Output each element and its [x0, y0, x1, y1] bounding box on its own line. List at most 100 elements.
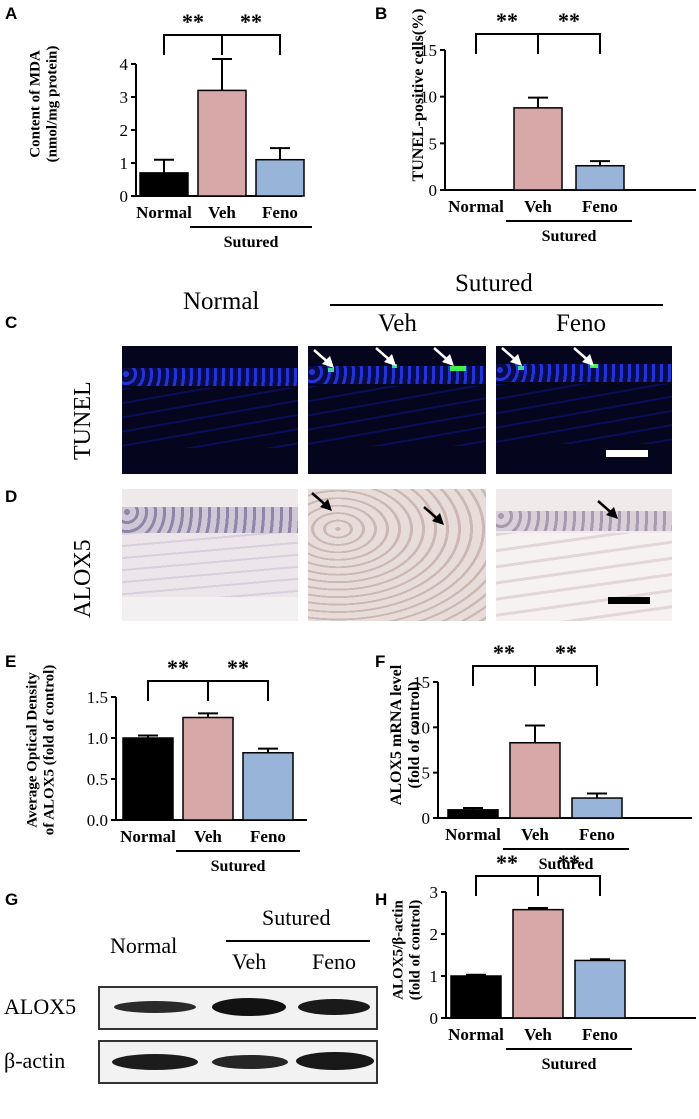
x-tick-label: Normal: [120, 827, 176, 846]
panel-letter-a: A: [5, 4, 18, 23]
y-tick-label: 0.0: [87, 811, 108, 830]
panel-letter-e: E: [5, 652, 17, 671]
significance-bracket: [472, 665, 536, 686]
arrow-icon: [501, 347, 522, 366]
group-label: Sutured: [224, 234, 279, 251]
scale-bar: [608, 597, 650, 604]
image-header-veh: Veh: [378, 310, 417, 337]
arrow-icon: [311, 492, 332, 511]
panel-letter-h: H: [375, 890, 388, 909]
x-tick-label: Veh: [194, 827, 222, 846]
significance-bracket: [163, 34, 223, 56]
arrow-icon: [423, 506, 444, 525]
blot-band: [212, 1055, 288, 1069]
y-tick-label: 10: [413, 718, 430, 737]
y-axis-label: (fold of control): [406, 681, 423, 788]
bar-feno: [242, 752, 294, 821]
blot-band: [212, 998, 286, 1016]
x-tick-label: Veh: [524, 197, 552, 216]
significance-marker: **: [493, 640, 515, 665]
blot-actin: [98, 1040, 378, 1084]
panel-letter-g: G: [5, 890, 19, 909]
group-label: Sutured: [542, 228, 597, 245]
bar-feno: [575, 164, 625, 191]
y-tick-label: 10: [420, 88, 437, 107]
y-axis-label: of ALOX5 (fold of control): [42, 665, 58, 836]
row-label-tunel: TUNEL: [70, 381, 96, 460]
x-tick-label: Normal: [448, 1025, 504, 1044]
ihc-image-veh: [308, 489, 486, 621]
blot-header-normal: Normal: [110, 933, 178, 958]
significance-marker: **: [558, 8, 580, 33]
bar-veh: [197, 89, 247, 197]
blot-header-sutured-line: [226, 940, 370, 942]
group-label: Sutured: [211, 858, 266, 875]
significance-marker: **: [555, 640, 577, 665]
significance-bracket: [537, 875, 601, 896]
blot-band: [298, 999, 370, 1015]
significance-marker: **: [182, 9, 204, 34]
y-axis-label: Average Optical Density: [25, 672, 41, 828]
bar-veh: [182, 716, 234, 821]
significance-marker: **: [558, 850, 580, 875]
blot-alox5: [98, 986, 378, 1030]
chart-e: 0.0 0.5 1.0 1.5 Average Optical Density of AL…: [25, 655, 307, 875]
y-axis-label: ALOX5/β-actin: [391, 900, 407, 1000]
bar-feno: [571, 797, 623, 819]
tunel-positive-spot: [450, 366, 466, 371]
bar-feno: [255, 158, 305, 197]
significance-bracket: [475, 875, 539, 896]
significance-bracket: [147, 680, 209, 701]
y-tick-label: 3: [120, 88, 129, 107]
tunel-image-normal: [122, 346, 298, 474]
y-tick-label: 2: [430, 925, 439, 944]
image-header-feno: Feno: [556, 310, 606, 337]
tunel-positive-spot: [518, 366, 524, 370]
panel-letter-f: F: [375, 652, 386, 671]
y-tick-label: 15: [413, 673, 430, 692]
tunel-image-veh: [308, 346, 486, 474]
significance-marker: **: [496, 850, 518, 875]
tunel-positive-spot: [392, 364, 397, 368]
y-tick-label: 0: [422, 809, 431, 828]
panel-letter-b: B: [375, 4, 388, 23]
y-axis-label: (fold of control): [408, 900, 424, 1001]
blot-header-sutured: Sutured: [262, 905, 331, 930]
arrow-icon: [597, 500, 618, 519]
significance-marker: **: [167, 655, 189, 680]
chart-a: 0 1 2 3 4 Content of MDA (nmol/mg protein) Norm…: [28, 9, 312, 251]
y-tick-label: 1: [120, 154, 129, 173]
bar-normal: [139, 172, 189, 197]
x-tick-label: Feno: [579, 825, 615, 844]
arrow-icon: [313, 349, 334, 368]
y-tick-label: 3: [430, 883, 439, 902]
x-tick-label: Normal: [136, 203, 192, 222]
chart-f: 0 5 10 15 ALOX5 mRNA level (fold of control) N…: [388, 640, 692, 873]
group-label: Sutured: [539, 856, 594, 873]
y-tick-label: 5: [429, 134, 438, 153]
bar-feno: [574, 959, 626, 1019]
y-tick-label: 5: [422, 764, 431, 783]
blot-band: [114, 1001, 196, 1013]
blot-band: [296, 1052, 374, 1070]
arrow-icon: [433, 347, 454, 366]
significance-bracket: [534, 665, 598, 686]
x-tick-label: Feno: [582, 1025, 618, 1044]
x-tick-label: Feno: [250, 827, 286, 846]
blot-header-feno: Feno: [312, 949, 356, 974]
panel-letter-c: C: [5, 313, 18, 332]
x-tick-label: Normal: [448, 197, 504, 216]
y-tick-label: 1: [430, 967, 439, 986]
blot-row-label-alox5: ALOX5: [4, 994, 77, 1019]
significance-marker: **: [496, 8, 518, 33]
group-label: Sutured: [542, 1056, 597, 1073]
chart-h: 0 1 2 3 ALOX5/β-actin (fold of control) Normal…: [391, 850, 696, 1073]
y-tick-label: 0.5: [87, 770, 108, 789]
image-header-sutured: Sutured: [455, 270, 533, 297]
bar-veh: [512, 908, 564, 1019]
blot-band: [112, 1054, 198, 1070]
x-tick-label: Feno: [262, 203, 298, 222]
x-tick-label: Normal: [445, 825, 501, 844]
scale-bar: [606, 450, 648, 457]
